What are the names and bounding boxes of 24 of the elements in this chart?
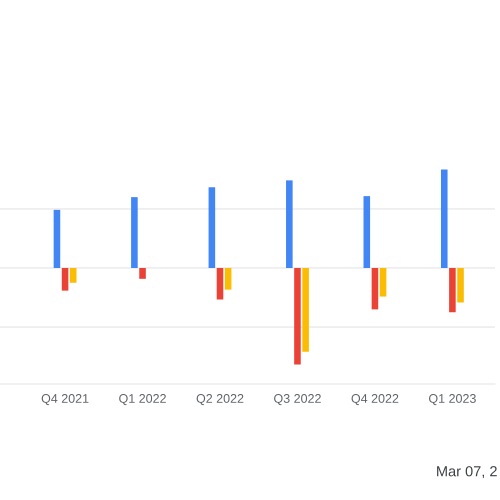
bar xyxy=(380,268,386,297)
x-tick-label: Q4 2022 xyxy=(352,394,398,406)
bar xyxy=(440,170,448,268)
bar xyxy=(302,268,309,352)
bar xyxy=(457,268,464,302)
bar xyxy=(131,197,138,268)
bar xyxy=(216,268,224,300)
bar xyxy=(372,268,378,310)
x-tick-label: Q2 2022 xyxy=(196,394,244,406)
bar xyxy=(294,268,301,364)
bar xyxy=(70,268,76,283)
bar xyxy=(364,196,370,268)
bar xyxy=(62,268,68,291)
x-tick-label: Q3 2022 xyxy=(274,394,321,406)
x-tick-label: Q1 2023 xyxy=(429,394,476,406)
bar xyxy=(449,268,456,312)
x-tick-label: Q1 2022 xyxy=(119,394,166,406)
bar xyxy=(224,268,232,290)
x-tick-label: Q4 2021 xyxy=(42,394,88,406)
bar xyxy=(139,268,146,279)
bar xyxy=(208,187,216,268)
bar xyxy=(54,210,60,268)
bar xyxy=(286,180,293,268)
text: Mar 07, 2 xyxy=(437,466,497,478)
